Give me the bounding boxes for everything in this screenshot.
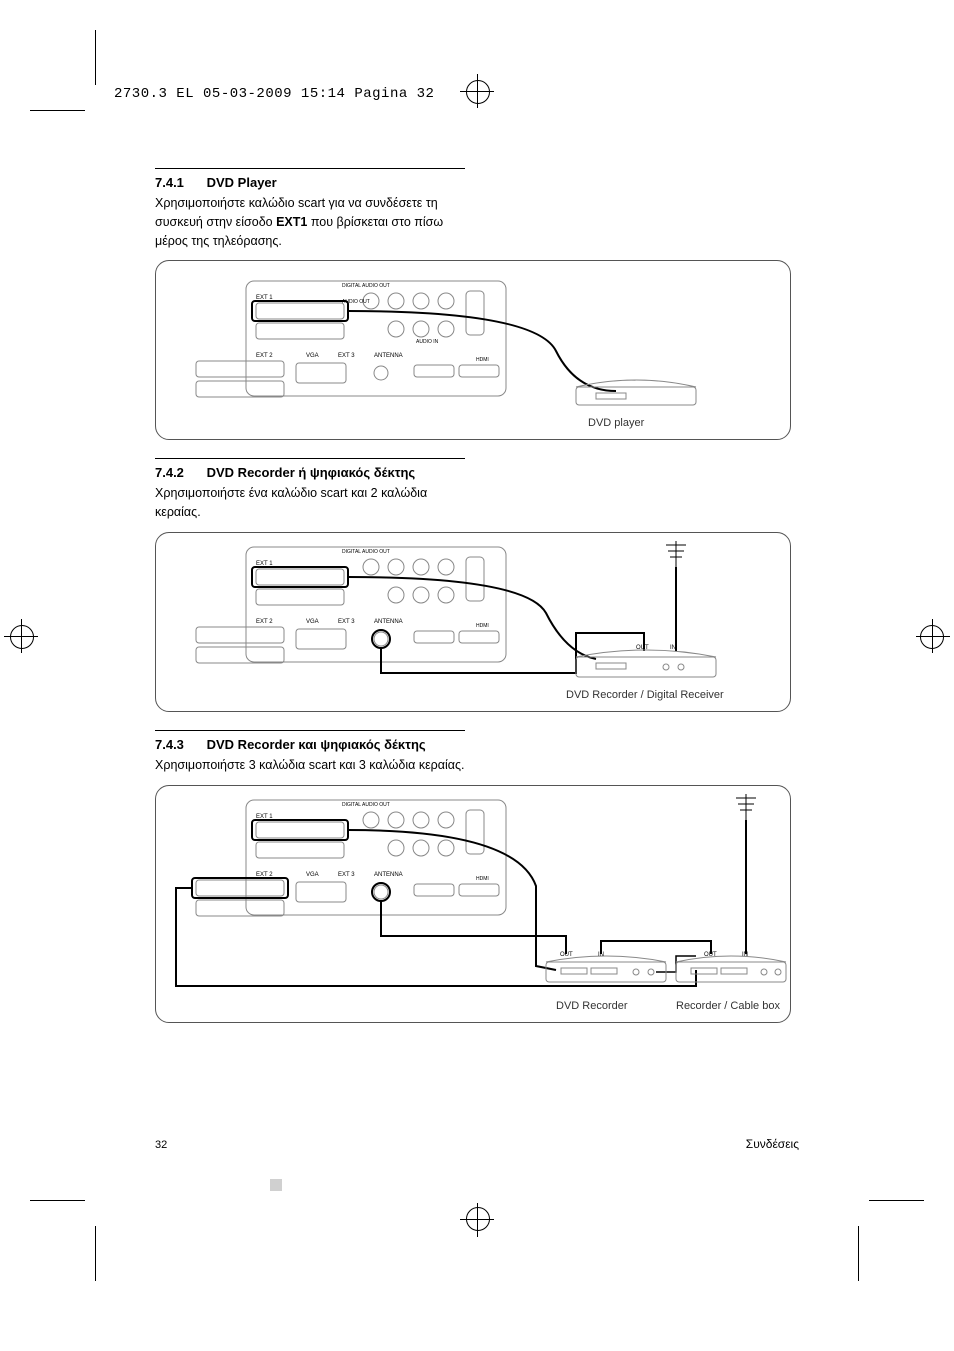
svg-text:VGA: VGA: [306, 353, 319, 359]
section-number: 7.4.1: [155, 175, 203, 190]
connection-diagram-icon: EXT 1 EXT 2 VGA EXT 3 ANTENNA DIGITAL AU…: [156, 533, 790, 711]
connection-diagram-icon: EXT 1 EXT 2 VGA EXT 3 ANTENNA DIGITAL AU…: [156, 261, 790, 439]
crop-mark: [858, 1226, 859, 1281]
registration-cross: [477, 1203, 478, 1237]
svg-text:IN: IN: [670, 645, 676, 651]
connection-diagram-icon: EXT 1 EXT 2 VGA EXT 3 ANTENNA DIGITAL AU…: [156, 786, 790, 1022]
diagram-dvd-player: EXT 1 EXT 2 VGA EXT 3 ANTENNA DIGITAL AU…: [155, 260, 791, 440]
svg-text:EXT 2: EXT 2: [256, 353, 273, 359]
section-title: 7.4.3 DVD Recorder και ψηφιακός δέκτης: [155, 737, 795, 752]
diagram-label: DVD Recorder: [556, 1000, 628, 1012]
section-heading: DVD Recorder και ψηφιακός δέκτης: [207, 737, 426, 752]
section-title: 7.4.1 DVD Player: [155, 175, 795, 190]
diagram-label: Recorder / Cable box: [676, 1000, 780, 1012]
svg-text:ANTENNA: ANTENNA: [374, 619, 403, 625]
page: 2730.3 EL 05-03-2009 15:14 Pagina 32 7.4…: [0, 0, 954, 1351]
section-body-bold: EXT1: [276, 215, 307, 229]
svg-text:AUDIO IN: AUDIO IN: [416, 339, 439, 345]
page-number: 32: [155, 1139, 167, 1151]
print-mark-icon: [270, 1179, 282, 1191]
svg-text:EXT 3: EXT 3: [338, 619, 355, 625]
section-title: 7.4.2 DVD Recorder ή ψηφιακός δέκτης: [155, 465, 795, 480]
svg-text:OUT: OUT: [560, 952, 573, 958]
svg-text:OUT: OUT: [636, 645, 649, 651]
content-area: 7.4.1 DVD Player Χρησιμοποιήστε καλώδιο …: [155, 168, 795, 1041]
crop-mark: [95, 1226, 96, 1281]
section-heading: DVD Recorder ή ψηφιακός δέκτης: [207, 465, 416, 480]
registration-cross: [932, 619, 933, 653]
svg-text:ANTENNA: ANTENNA: [374, 872, 403, 878]
section-body-pre: Χρησιμοποιήστε 3 καλώδια scart και 3 καλ…: [155, 758, 465, 772]
svg-text:HDMI: HDMI: [476, 357, 489, 363]
svg-text:ANTENNA: ANTENNA: [374, 353, 403, 359]
svg-text:HDMI: HDMI: [476, 623, 489, 629]
crop-mark: [95, 30, 96, 85]
section-body: Χρησιμοποιήστε ένα καλώδιο scart και 2 κ…: [155, 484, 465, 522]
registration-cross: [477, 74, 478, 108]
section-741: 7.4.1 DVD Player Χρησιμοποιήστε καλώδιο …: [155, 168, 795, 440]
section-body: Χρησιμοποιήστε 3 καλώδια scart και 3 καλ…: [155, 756, 555, 775]
svg-text:DIGITAL AUDIO OUT: DIGITAL AUDIO OUT: [342, 283, 390, 289]
section-heading: DVD Player: [207, 175, 277, 190]
svg-text:EXT 3: EXT 3: [338, 353, 355, 359]
section-743: 7.4.3 DVD Recorder και ψηφιακός δέκτης Χ…: [155, 730, 795, 1023]
registration-cross: [916, 636, 950, 637]
diagram-label: DVD Recorder / Digital Receiver: [566, 689, 724, 701]
diagram-dvd-recorder-or-receiver: EXT 1 EXT 2 VGA EXT 3 ANTENNA DIGITAL AU…: [155, 532, 791, 712]
svg-text:VGA: VGA: [306, 872, 319, 878]
section-742: 7.4.2 DVD Recorder ή ψηφιακός δέκτης Χρη…: [155, 458, 795, 712]
svg-text:VGA: VGA: [306, 619, 319, 625]
section-divider: [155, 730, 465, 731]
registration-mark-icon: [10, 625, 34, 649]
svg-text:OUT: OUT: [704, 952, 717, 958]
section-divider: [155, 458, 465, 459]
crop-mark: [30, 110, 85, 111]
registration-cross: [21, 619, 22, 653]
section-number: 7.4.2: [155, 465, 203, 480]
svg-text:DIGITAL AUDIO OUT: DIGITAL AUDIO OUT: [342, 802, 390, 808]
registration-mark-icon: [466, 80, 490, 104]
section-divider: [155, 168, 465, 169]
diagram-label: DVD player: [588, 417, 644, 429]
section-number: 7.4.3: [155, 737, 203, 752]
svg-text:HDMI: HDMI: [476, 876, 489, 882]
svg-text:IN: IN: [742, 952, 748, 958]
crop-mark: [869, 1200, 924, 1201]
svg-text:DIGITAL AUDIO OUT: DIGITAL AUDIO OUT: [342, 549, 390, 555]
svg-text:EXT 3: EXT 3: [338, 872, 355, 878]
footer-section-name: Συνδέσεις: [746, 1137, 799, 1151]
section-body-pre: Χρησιμοποιήστε ένα καλώδιο scart και 2 κ…: [155, 486, 427, 519]
header-docinfo: 2730.3 EL 05-03-2009 15:14 Pagina 32: [114, 86, 434, 102]
svg-text:EXT 2: EXT 2: [256, 619, 273, 625]
crop-mark: [30, 1200, 85, 1201]
section-body: Χρησιμοποιήστε καλώδιο scart για να συνδ…: [155, 194, 465, 250]
svg-text:IN: IN: [598, 952, 604, 958]
diagram-dvd-recorder-and-receiver: EXT 1 EXT 2 VGA EXT 3 ANTENNA DIGITAL AU…: [155, 785, 791, 1023]
